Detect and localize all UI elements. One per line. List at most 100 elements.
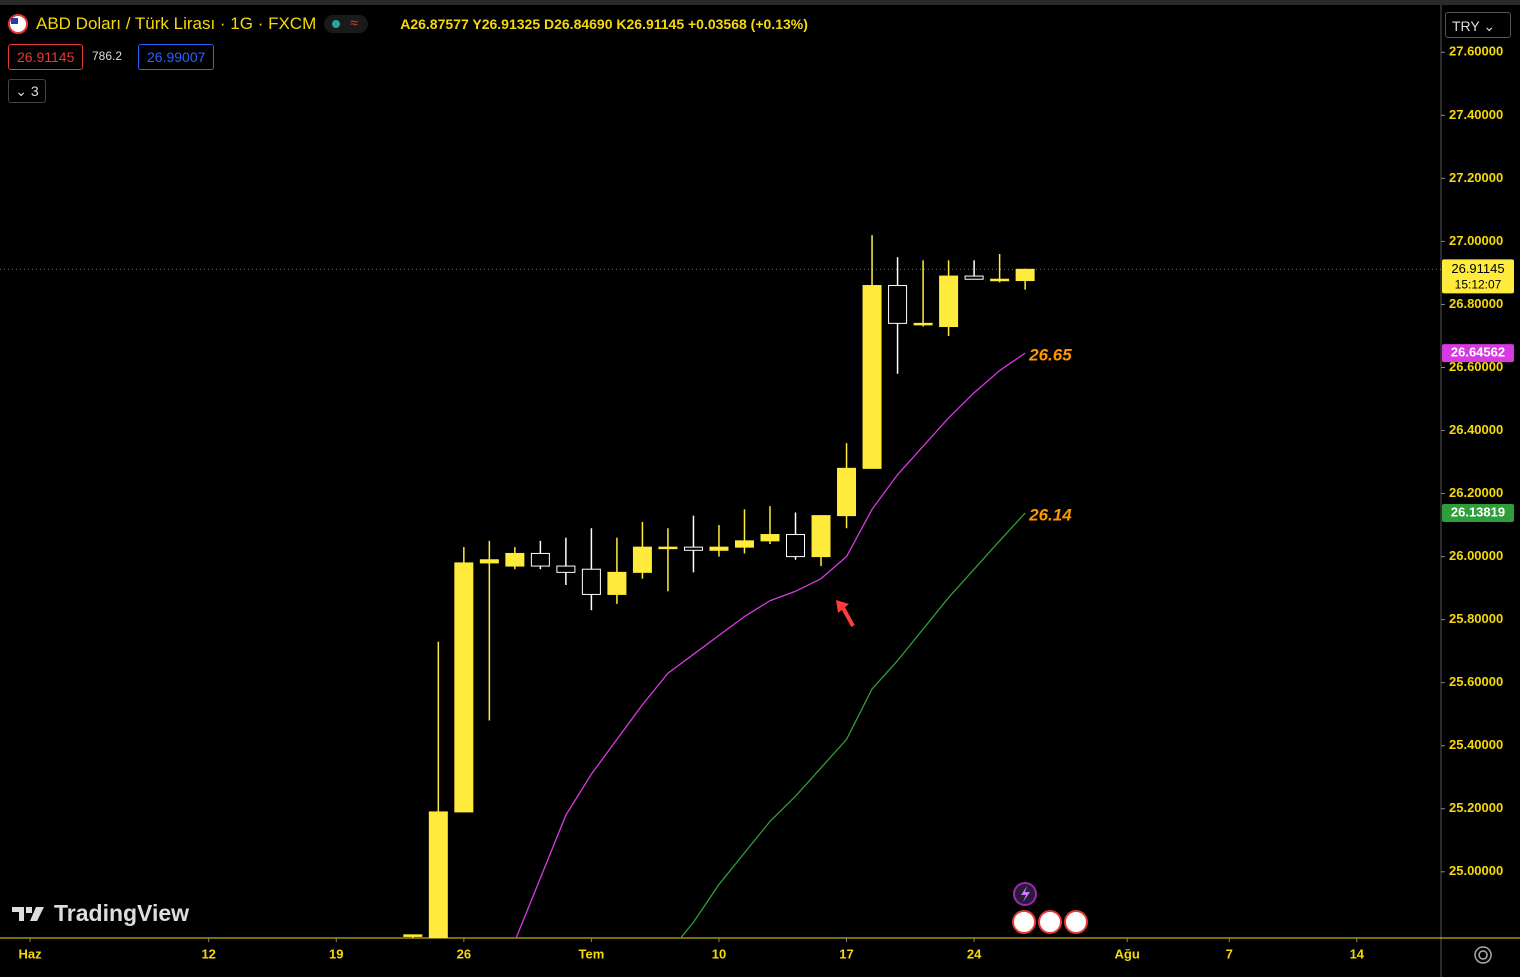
candle — [1015, 268, 1035, 290]
candle — [862, 235, 882, 469]
logo-text: TradingView — [54, 900, 190, 926]
candle-body — [505, 552, 525, 567]
candle — [607, 537, 627, 604]
y-tick-label: 26.80000 — [1449, 296, 1503, 311]
candle — [760, 506, 780, 544]
plot-area — [0, 235, 1441, 938]
candle — [939, 260, 959, 336]
candle-body — [658, 546, 678, 550]
flag-icon — [8, 14, 28, 34]
candle — [837, 443, 857, 529]
candle — [786, 512, 806, 560]
candle-body — [862, 285, 882, 469]
candle-body — [888, 285, 908, 324]
candle-body — [964, 275, 984, 280]
event-icons — [1012, 882, 1088, 934]
price-tag — [1442, 259, 1514, 294]
candle-body — [683, 546, 703, 551]
ohlc-values: A26.87577 Y26.91325 D26.84690 K26.91145 … — [400, 16, 808, 32]
candle — [530, 540, 550, 570]
candle — [403, 934, 423, 938]
buy-button[interactable]: 26.99007 — [138, 44, 215, 70]
settings-icon[interactable] — [1474, 946, 1492, 964]
y-tick-label: 25.40000 — [1449, 737, 1503, 752]
ma-label: 26.14 — [1028, 506, 1072, 525]
candle — [505, 547, 525, 570]
candle-body — [581, 568, 601, 595]
sell-button[interactable]: 26.91145 — [8, 44, 84, 70]
y-tick-label: 26.20000 — [1449, 485, 1503, 500]
candle-body — [837, 467, 857, 517]
candle — [581, 528, 601, 611]
x-tick-label: 7 — [1226, 946, 1233, 961]
indicators-toggle[interactable]: ⌄ 3 — [8, 79, 46, 103]
header: ABD Doları / Türk Lirası · 1G · FXCM ≈ A… — [8, 14, 808, 34]
candle-body — [607, 571, 627, 595]
candle — [428, 641, 448, 938]
candle — [888, 257, 908, 374]
y-tick-label: 25.80000 — [1449, 611, 1503, 626]
symbol-title[interactable]: ABD Doları / Türk Lirası · 1G · FXCM — [36, 14, 317, 33]
candle-body — [428, 811, 448, 938]
candle — [811, 515, 831, 567]
ma-price-tag-label: 26.13819 — [1451, 504, 1505, 519]
candle-body — [913, 322, 933, 326]
x-tick-label: 24 — [967, 946, 982, 961]
candle-body — [479, 559, 499, 564]
ma-price-tag — [1442, 504, 1514, 523]
y-tick-label: 26.00000 — [1449, 548, 1503, 563]
y-tick-label: 25.00000 — [1449, 863, 1503, 878]
candle-body — [939, 275, 959, 328]
y-tick-label: 27.60000 — [1449, 44, 1503, 59]
candle-body — [556, 565, 576, 573]
x-tick-label: 26 — [457, 946, 471, 961]
countdown: 15:12:07 — [1455, 277, 1502, 291]
candle-body — [990, 278, 1010, 282]
status-icons: ≈ — [324, 15, 369, 33]
ma-label: 26.65 — [1028, 346, 1072, 365]
x-tick-label: 17 — [839, 946, 853, 961]
candle — [709, 525, 729, 557]
candle-body — [632, 546, 652, 573]
candle — [964, 260, 984, 280]
candle-body — [760, 534, 780, 542]
candle-body — [709, 546, 729, 551]
candle — [479, 540, 499, 721]
candle-body — [811, 515, 831, 558]
svg-text:≈: ≈ — [350, 15, 358, 31]
y-tick-label: 27.00000 — [1449, 233, 1503, 248]
candle-body — [786, 534, 806, 558]
y-tick-label: 25.60000 — [1449, 674, 1503, 689]
spread: 786.2 — [92, 49, 123, 63]
x-tick-label: Ağu — [1115, 946, 1140, 961]
candle — [556, 537, 576, 585]
candle — [913, 260, 933, 327]
ma-line — [679, 512, 1026, 938]
candle — [683, 515, 703, 573]
x-tick-label: 19 — [329, 946, 343, 961]
marker-arrow — [836, 600, 855, 627]
y-tick-label: 27.20000 — [1449, 170, 1503, 185]
y-tick-label: 26.40000 — [1449, 422, 1503, 437]
logo-mark — [12, 906, 44, 921]
currency-select[interactable]: TRY ⌄ — [1445, 12, 1511, 38]
x-tick-label: 10 — [712, 946, 726, 961]
ma-line — [515, 352, 1026, 938]
x-tick-label: Tem — [579, 946, 605, 961]
candle-body — [734, 540, 754, 548]
candle — [734, 509, 754, 554]
y-tick-label: 26.60000 — [1449, 359, 1503, 374]
candle-body — [1015, 268, 1035, 282]
candle — [990, 254, 1010, 283]
indicator-count: 3 — [30, 83, 39, 99]
price-tag-label: 26.91145 — [1451, 261, 1504, 276]
currency: TRY — [1452, 18, 1480, 34]
ma-price-tag-label: 26.64562 — [1451, 345, 1505, 360]
candle-body — [454, 562, 474, 813]
candle — [454, 547, 474, 813]
ma-price-tag — [1442, 344, 1514, 363]
y-tick-label: 25.20000 — [1449, 800, 1503, 815]
candle-body — [403, 934, 423, 937]
